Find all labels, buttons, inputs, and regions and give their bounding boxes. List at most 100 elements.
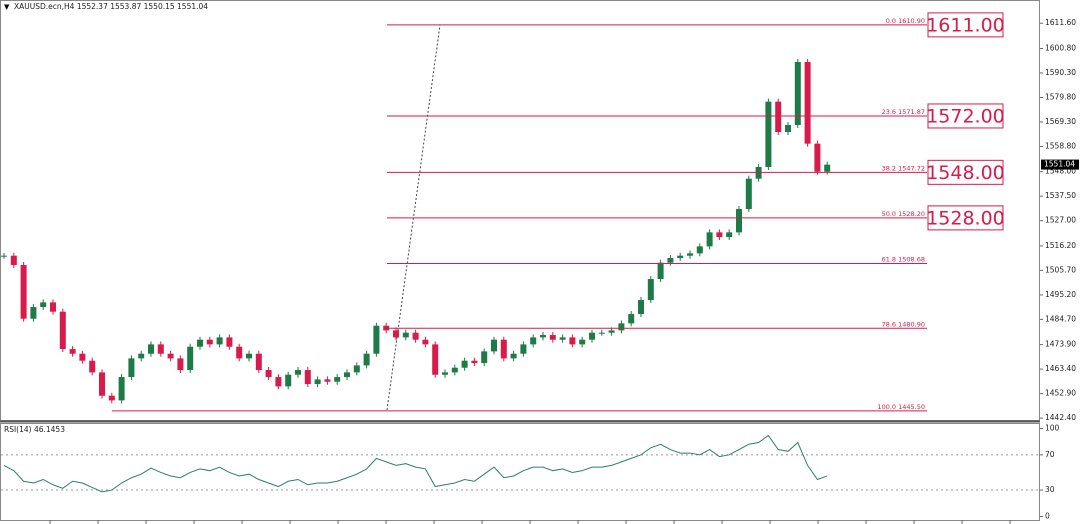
- candle: [736, 209, 742, 233]
- fib-tag: 1572.00: [926, 105, 1005, 127]
- rsi-title: RSI(14) 46.1453: [4, 425, 65, 434]
- candle: [226, 337, 233, 347]
- candle: [334, 377, 341, 382]
- y-tick-label: 1516.20: [1045, 241, 1076, 250]
- candle: [716, 232, 723, 238]
- candle: [20, 265, 27, 319]
- candle: [628, 314, 635, 324]
- y-tick-label: 1505.70: [1045, 265, 1076, 274]
- fib-level-label: 100.0 1445.50: [877, 403, 925, 411]
- y-tick-label: 1579.80: [1045, 92, 1076, 101]
- fib-level-label: 23.6 1571.87: [882, 108, 925, 116]
- candle: [569, 337, 576, 345]
- candle: [598, 332, 605, 334]
- candle: [236, 346, 243, 359]
- candle: [167, 353, 174, 359]
- candle: [265, 370, 272, 378]
- candle: [520, 344, 527, 354]
- candle: [677, 255, 684, 259]
- y-tick-label: 100: [1045, 423, 1060, 432]
- candle: [491, 339, 497, 352]
- candle: [726, 232, 733, 238]
- candle: [108, 395, 115, 401]
- candle: [451, 367, 458, 373]
- y-tick-label: 30: [1045, 485, 1055, 494]
- trend-line: [386, 24, 441, 411]
- dropdown-icon[interactable]: ▼: [4, 3, 10, 11]
- candle: [794, 61, 801, 125]
- candle: [461, 360, 468, 368]
- y-tick-label: 1463.40: [1045, 364, 1076, 373]
- candle: [402, 332, 409, 338]
- fib-tag: 1611.00: [926, 14, 1005, 36]
- candle: [118, 377, 125, 401]
- candle: [638, 300, 644, 315]
- fib-tag-box: [927, 159, 1004, 185]
- y-tick-label: 1569.30: [1045, 117, 1076, 126]
- candle: [187, 346, 194, 371]
- y-tick-label: 1548.00: [1045, 167, 1076, 176]
- candle: [765, 101, 772, 168]
- candle: [422, 339, 429, 345]
- rsi-panel: [0, 423, 1040, 521]
- candle: [775, 101, 782, 132]
- y-tick-label: 1527.00: [1045, 216, 1076, 225]
- last-price: 1551.04: [1044, 160, 1075, 169]
- candle: [197, 339, 203, 347]
- candle: [540, 335, 546, 338]
- candle: [608, 330, 615, 333]
- fib-tag: 1548.00: [926, 162, 1005, 184]
- y-tick-label: 1611.60: [1045, 18, 1076, 27]
- candle: [99, 372, 105, 396]
- candle: [412, 332, 419, 340]
- candle: [10, 255, 17, 266]
- last-price-box: [1041, 159, 1079, 170]
- candle: [696, 246, 703, 254]
- candle: [471, 360, 478, 364]
- candle: [177, 358, 184, 371]
- candle: [324, 379, 331, 382]
- candle: [687, 253, 693, 256]
- candle: [432, 344, 439, 375]
- candle: [442, 372, 448, 375]
- y-tick-label: 1558.80: [1045, 141, 1076, 150]
- fib-level-label: 61.8 1508.68: [882, 255, 925, 263]
- candle: [804, 61, 811, 144]
- candle: [706, 232, 713, 247]
- candle: [579, 339, 586, 345]
- candle: [206, 339, 213, 345]
- rsi-line: [3, 434, 828, 493]
- candle: [363, 353, 370, 366]
- candle: [138, 353, 145, 359]
- candle: [549, 335, 556, 340]
- candle: [373, 325, 380, 354]
- candle: [40, 302, 47, 308]
- fib-tag: 1528.00: [926, 207, 1005, 229]
- candle: [79, 353, 86, 361]
- candle: [275, 377, 282, 387]
- y-tick-label: 1452.90: [1045, 389, 1076, 398]
- candle: [157, 344, 164, 354]
- candle: [500, 339, 507, 359]
- candle: [304, 370, 311, 385]
- candle: [618, 323, 625, 331]
- candle: [657, 262, 664, 280]
- candle: [295, 370, 301, 375]
- y-tick-label: 0: [1045, 511, 1050, 520]
- fib-level-label: 0.0 1610.90: [886, 17, 925, 25]
- candle: [246, 353, 252, 359]
- candle: [255, 353, 262, 371]
- candle: [128, 358, 135, 378]
- candle: [344, 372, 350, 378]
- y-tick-label: 1537.50: [1045, 191, 1076, 200]
- fib-tag-box: [927, 205, 1004, 231]
- candle: [559, 337, 566, 340]
- candle: [50, 302, 56, 312]
- candle: [1, 255, 7, 257]
- header: XAUUSD.ecn,H4 1552.37 1553.87 1550.15 15…: [14, 2, 208, 11]
- candle: [785, 124, 791, 132]
- fib-level-label: 50.0 1528.20: [882, 210, 925, 218]
- candle: [216, 337, 223, 345]
- fib-level-label: 78.6 1480.90: [882, 320, 925, 328]
